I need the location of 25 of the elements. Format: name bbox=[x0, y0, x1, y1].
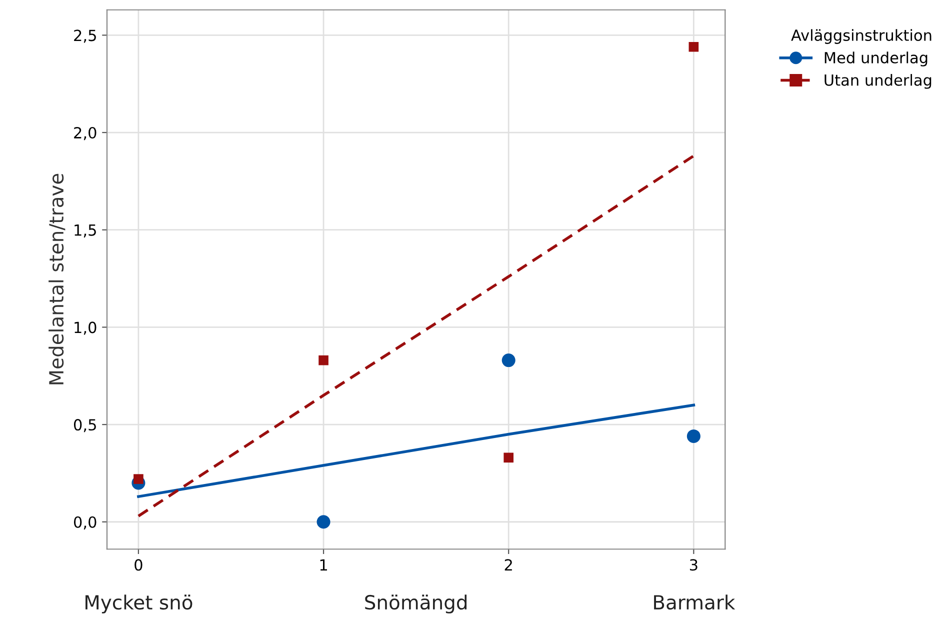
line-series bbox=[137, 404, 696, 498]
point bbox=[686, 429, 700, 443]
y-tick-label: 0,5 bbox=[74, 419, 96, 432]
y-tick-label: 2,5 bbox=[74, 30, 96, 43]
y-tick-label: 1,5 bbox=[74, 224, 96, 238]
point bbox=[318, 355, 328, 366]
legend-label: Med underlag bbox=[824, 52, 928, 66]
y-tick-label: 0,0 bbox=[74, 516, 96, 530]
y-tick-label: 1,0 bbox=[74, 322, 96, 335]
x-tick-label: 1 bbox=[320, 559, 327, 570]
x-tick-label: 3 bbox=[690, 559, 698, 571]
point bbox=[688, 42, 699, 52]
legend-label: Utan underlag bbox=[824, 74, 932, 89]
y-tick-label: 2,0 bbox=[74, 126, 96, 140]
text: Mycket snö bbox=[86, 594, 192, 614]
line-series bbox=[137, 154, 696, 518]
point bbox=[504, 452, 514, 463]
x-axis-title: Snömängd bbox=[365, 594, 467, 614]
y-axis-title: Medelantal sten/trave bbox=[48, 174, 66, 384]
point bbox=[316, 515, 330, 529]
legend-title: Avläggsinstruktion bbox=[791, 29, 932, 44]
text: Barmark bbox=[654, 594, 736, 610]
x-tick-label: 2 bbox=[504, 559, 512, 570]
point bbox=[502, 354, 516, 368]
x-tick-label: 0 bbox=[134, 559, 142, 571]
